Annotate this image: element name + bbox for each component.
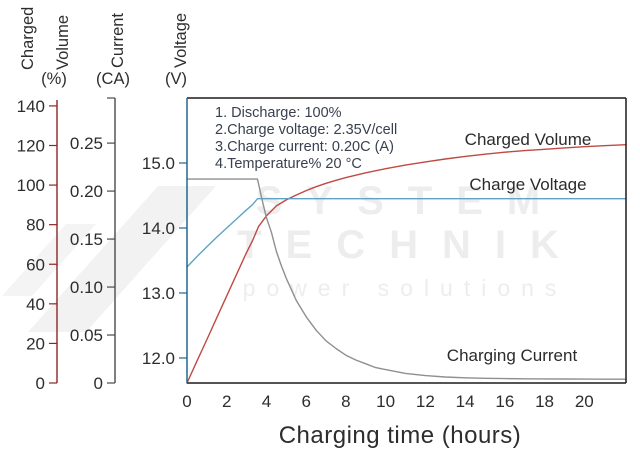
x-tick-label: 0 <box>182 392 191 411</box>
x-tick-label: 18 <box>535 392 554 411</box>
percent-axis-unit: (%) <box>41 70 67 88</box>
percent-tick-label: 100 <box>17 176 45 195</box>
current-tick-label: 0 <box>94 374 103 393</box>
x-tick-label: 2 <box>222 392 231 411</box>
current-tick-label: 0.05 <box>70 326 103 345</box>
axis-headers: Charged Volume (%) Current (CA) Voltage … <box>19 7 190 88</box>
note-voltage: 2.Charge voltage: 2.35V/cell <box>215 122 397 138</box>
x-tick-label: 20 <box>575 392 594 411</box>
watermark-text-technik: TECHNIK <box>237 223 583 267</box>
x-tick-label: 14 <box>456 392 475 411</box>
percent-axis-title-word2: Volume <box>54 15 72 70</box>
note-current: 3.Charge current: 0.20C (A) <box>215 139 394 155</box>
voltage-axis-unit: (V) <box>165 70 187 88</box>
x-tick-label: 10 <box>376 392 395 411</box>
percent-axis-title-word1: Charged <box>19 7 37 70</box>
x-tick-label: 12 <box>416 392 435 411</box>
voltage-tick-label: 15.0 <box>142 154 175 173</box>
percent-tick-label: 80 <box>26 216 45 235</box>
voltage-tick-label: 14.0 <box>142 219 175 238</box>
percent-tick-label: 0 <box>36 374 45 393</box>
voltage-tick-label: 13.0 <box>142 284 175 303</box>
x-tick-label: 8 <box>341 392 350 411</box>
curves-layer <box>186 144 627 384</box>
charged-volume-curve <box>186 144 627 384</box>
curve-labels: Charged Volume Charge Voltage Charging C… <box>447 130 592 365</box>
x-tick-label: 6 <box>301 392 310 411</box>
percent-tick-label: 20 <box>26 334 45 353</box>
current-tick-label: 0.25 <box>70 134 103 153</box>
percent-tick-label: 120 <box>17 137 45 156</box>
charge-voltage-label: Charge Voltage <box>469 175 586 194</box>
current-tick-label: 0.10 <box>70 278 103 297</box>
chart-notes: 1. Discharge: 100% 2.Charge voltage: 2.3… <box>215 105 397 172</box>
percent-tick-label: 40 <box>26 295 45 314</box>
note-temperature: 4.Temperature% 20 °C <box>215 156 362 172</box>
watermark-text-system: SYSTEM <box>256 179 564 223</box>
percent-tick-label: 140 <box>17 97 45 116</box>
voltage-tick-label: 12.0 <box>142 349 175 368</box>
charge-voltage-curve <box>186 198 627 268</box>
x-tick-label: 16 <box>495 392 514 411</box>
x-tick-label: 4 <box>262 392 271 411</box>
charging-current-curve <box>186 178 627 380</box>
current-tick-label: 0.20 <box>70 182 103 201</box>
current-axis-unit: (CA) <box>96 70 130 88</box>
voltage-axis-title: Voltage <box>172 13 190 68</box>
watermark-swoosh-stripe <box>2 224 96 296</box>
x-axis-title: Charging time (hours) <box>279 422 522 449</box>
plot-border <box>186 97 627 384</box>
charged-volume-label: Charged Volume <box>465 130 592 149</box>
note-discharge: 1. Discharge: 100% <box>215 105 342 121</box>
watermark: SYSTEM TECHNIK power solutions <box>2 179 583 332</box>
charging-current-label: Charging Current <box>447 346 578 365</box>
percent-tick-label: 60 <box>26 255 45 274</box>
current-tick-label: 0.15 <box>70 230 103 249</box>
watermark-swoosh <box>28 186 216 332</box>
axes-layer: 02040608010012014000.050.100.150.200.251… <box>17 97 594 411</box>
current-axis-title: Current <box>109 13 127 68</box>
